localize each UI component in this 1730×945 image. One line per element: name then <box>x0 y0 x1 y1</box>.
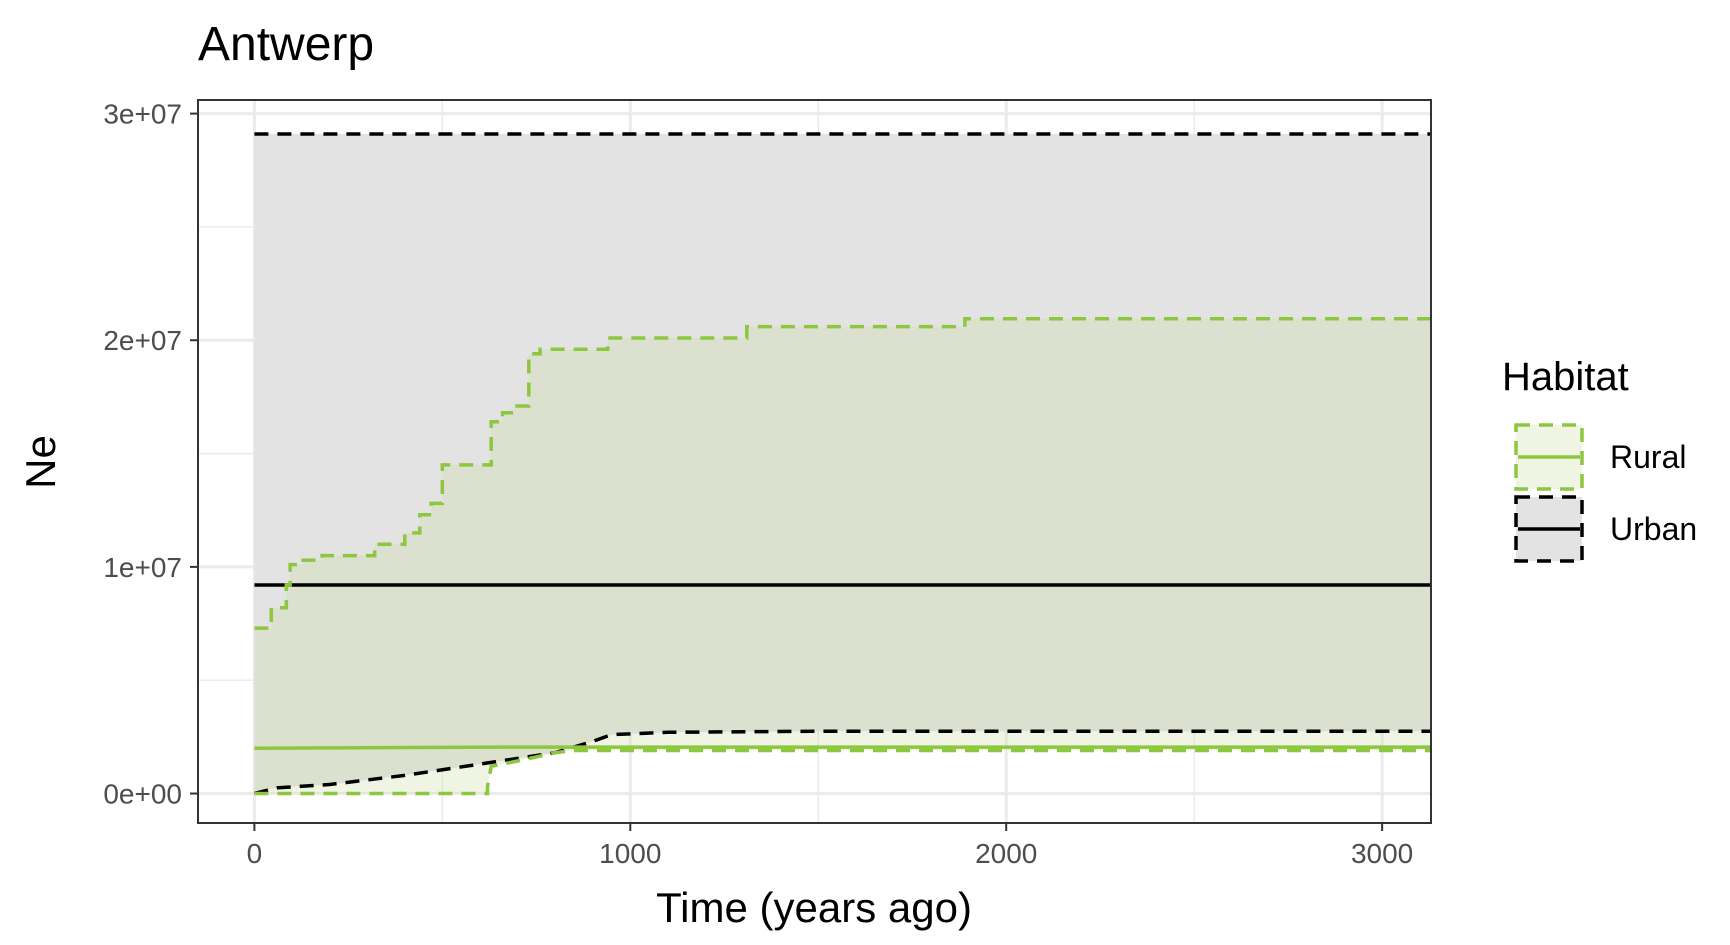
rural-ribbon <box>254 318 1431 794</box>
legend-key-rural: Rural <box>1514 423 1686 491</box>
x-axis-title: Time (years ago) <box>656 884 972 931</box>
plot-border <box>197 99 1432 824</box>
legend: Habitat Rural Urban <box>1502 355 1697 563</box>
x-tick-label: 3000 <box>1351 838 1413 869</box>
x-tick-label: 2000 <box>975 838 1037 869</box>
rural-lower-line <box>254 748 1431 796</box>
y-tick-label: 2e+07 <box>103 325 182 356</box>
rural-median-line <box>254 745 1431 750</box>
ribbons <box>254 134 1431 794</box>
x-tick-label: 0 <box>247 838 263 869</box>
chart-title: Antwerp <box>198 18 374 71</box>
urban-ribbon <box>254 134 1431 794</box>
y-axis-title: Ne <box>17 435 64 489</box>
legend-key-urban: Urban <box>1514 495 1697 563</box>
legend-label-rural: Rural <box>1610 439 1686 475</box>
x-tick-label: 1000 <box>599 838 661 869</box>
y-tick-label: 3e+07 <box>103 99 182 130</box>
rural-upper-line <box>254 316 1431 630</box>
y-tick-label: 0e+00 <box>103 779 182 810</box>
x-axis: 0 1000 2000 3000 <box>247 823 1413 869</box>
legend-title: Habitat <box>1502 355 1629 399</box>
series-lines <box>253 132 1431 796</box>
legend-label-urban: Urban <box>1610 511 1697 547</box>
y-axis: 0e+00 1e+07 2e+07 3e+07 <box>103 99 198 810</box>
y-tick-label: 1e+07 <box>103 552 182 583</box>
